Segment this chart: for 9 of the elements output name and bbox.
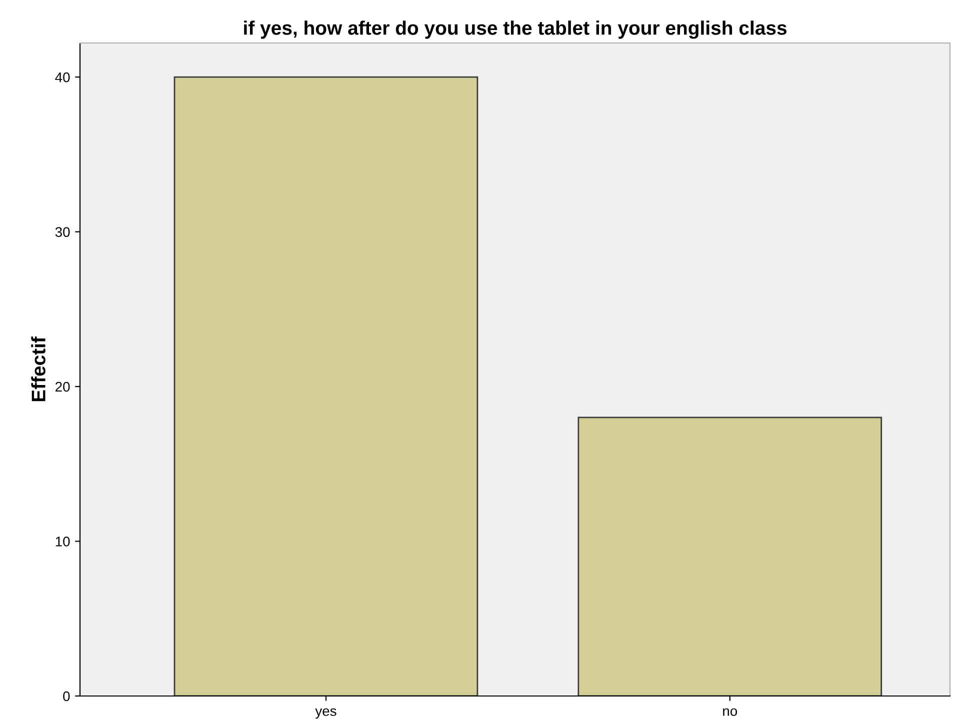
y-axis-title: Effectif (31, 336, 46, 402)
x-tick-label: no (723, 708, 738, 716)
y-tick-label: 20 (56, 382, 70, 392)
x-tick-label: yes (315, 708, 336, 719)
y-tick-label: 30 (55, 227, 70, 237)
y-tick-label: 10 (56, 536, 70, 546)
y-tick-label: 40 (55, 72, 70, 82)
chart-title: if yes, how after do you use the tablet in your english class (244, 20, 787, 39)
y-tick-label: 0 (63, 691, 70, 702)
